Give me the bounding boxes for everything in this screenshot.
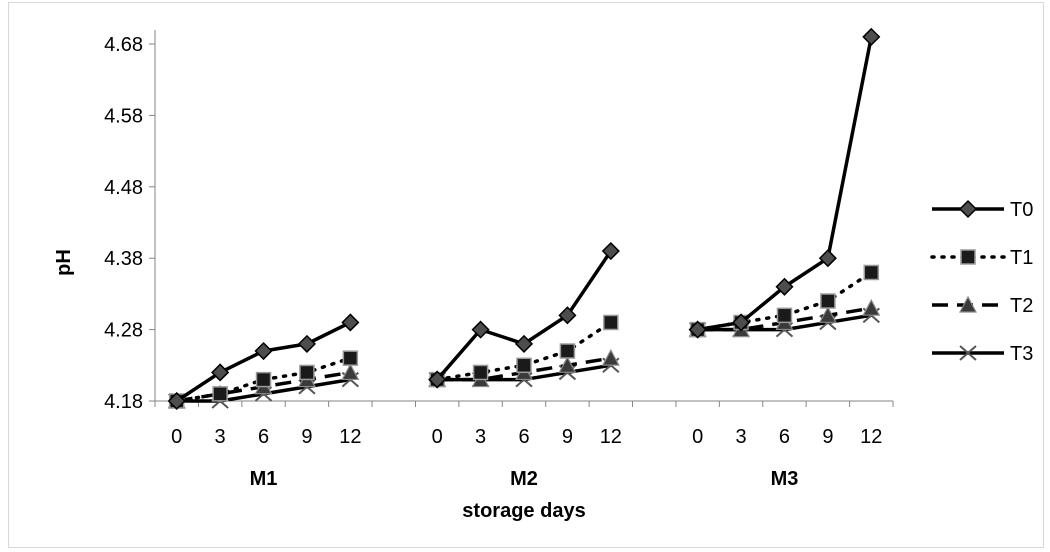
data-point-T0 xyxy=(211,363,230,382)
data-point-T2 xyxy=(862,298,881,316)
data-point-T1 xyxy=(342,350,359,366)
x-tick-label: 9 xyxy=(562,426,573,448)
data-point-T1 xyxy=(516,357,532,374)
y-tick-label: 4.28 xyxy=(104,320,143,342)
group-label: M3 xyxy=(771,468,799,490)
legend: T0 T1 T2 T3 xyxy=(930,199,1033,365)
y-tick-label: 4.68 xyxy=(104,34,143,56)
data-point-T0 xyxy=(601,241,620,261)
series-T1 xyxy=(168,264,880,409)
data-point-T1 xyxy=(820,293,836,309)
data-point-T2 xyxy=(818,306,837,323)
legend-item-T0: T0 xyxy=(932,199,1033,221)
legend-label: T0 xyxy=(1010,199,1033,221)
data-point-T2 xyxy=(341,363,360,381)
legend-label: T1 xyxy=(1010,247,1033,269)
y-tick-label: 4.38 xyxy=(104,248,143,270)
x-tick-label: 3 xyxy=(735,426,746,448)
legend-marker xyxy=(958,199,978,219)
data-point-T0 xyxy=(775,277,794,296)
x-tick-label: 6 xyxy=(518,426,529,448)
legend-label: T3 xyxy=(1010,343,1033,365)
axis-labels: 4.18 4.28 4.38 4.48 4.58 4.68 0 3 6 9 12 M1 0 3 6 9 12 M2… xyxy=(53,34,882,522)
x-tick-label: 9 xyxy=(301,426,312,448)
data-point-T0 xyxy=(471,320,490,339)
data-point-T0 xyxy=(731,313,751,332)
series-marks xyxy=(167,27,881,411)
data-point-T0 xyxy=(428,370,447,389)
x-tick-label: 3 xyxy=(475,426,486,448)
legend-item-T3: T3 xyxy=(932,343,1033,365)
data-point-T0 xyxy=(254,341,273,361)
x-tick-label: 0 xyxy=(692,426,703,448)
axes xyxy=(149,30,894,407)
x-marker-stroke xyxy=(959,345,977,361)
x-tick-label: 9 xyxy=(822,426,833,448)
x-tick-label: 3 xyxy=(215,426,226,448)
legend-item-T1: T1 xyxy=(930,247,1033,269)
x-tick-label: 6 xyxy=(779,426,790,448)
x-tick-label: 0 xyxy=(432,426,443,448)
group-label: M1 xyxy=(250,468,278,490)
x-tick-label: 12 xyxy=(339,426,361,448)
data-point-T1 xyxy=(255,371,272,388)
data-point-T1 xyxy=(212,386,228,402)
data-point-T2 xyxy=(558,356,577,373)
data-point-T1 xyxy=(776,307,793,324)
data-point-T0 xyxy=(862,27,881,46)
series-T0 xyxy=(167,27,881,411)
data-point-T0 xyxy=(688,320,707,339)
data-point-T0 xyxy=(818,249,837,268)
data-point-T1 xyxy=(603,314,619,331)
data-point-T2 xyxy=(601,348,620,366)
data-point-T1 xyxy=(472,364,489,381)
data-point-T0 xyxy=(297,334,317,353)
y-axis-title: pH xyxy=(53,249,75,276)
x-axis-title: storage days xyxy=(462,500,585,522)
y-tick-label: 4.48 xyxy=(104,177,143,199)
x-tick-label: 0 xyxy=(171,426,182,448)
legend-marker xyxy=(960,249,976,265)
data-point-T0 xyxy=(514,334,534,353)
data-point-T1 xyxy=(559,343,576,359)
data-point-T1 xyxy=(299,364,315,381)
data-point-T0 xyxy=(558,306,577,325)
x-tick-label: 6 xyxy=(258,426,269,448)
y-tick-label: 4.18 xyxy=(104,391,143,413)
series-line-T1-M2 xyxy=(435,320,613,382)
x-tick-label: 12 xyxy=(860,426,882,448)
x-tick-label: 12 xyxy=(600,426,622,448)
data-point-T0 xyxy=(167,391,186,411)
y-tick-label: 4.58 xyxy=(104,105,143,127)
legend-label: T2 xyxy=(1010,295,1033,317)
data-point-T1 xyxy=(863,264,880,281)
group-label: M2 xyxy=(510,468,538,490)
legend-item-T2: T2 xyxy=(932,295,1033,317)
data-point-T0 xyxy=(341,313,360,332)
legend-marker xyxy=(959,345,977,361)
legend-marker xyxy=(959,295,977,313)
